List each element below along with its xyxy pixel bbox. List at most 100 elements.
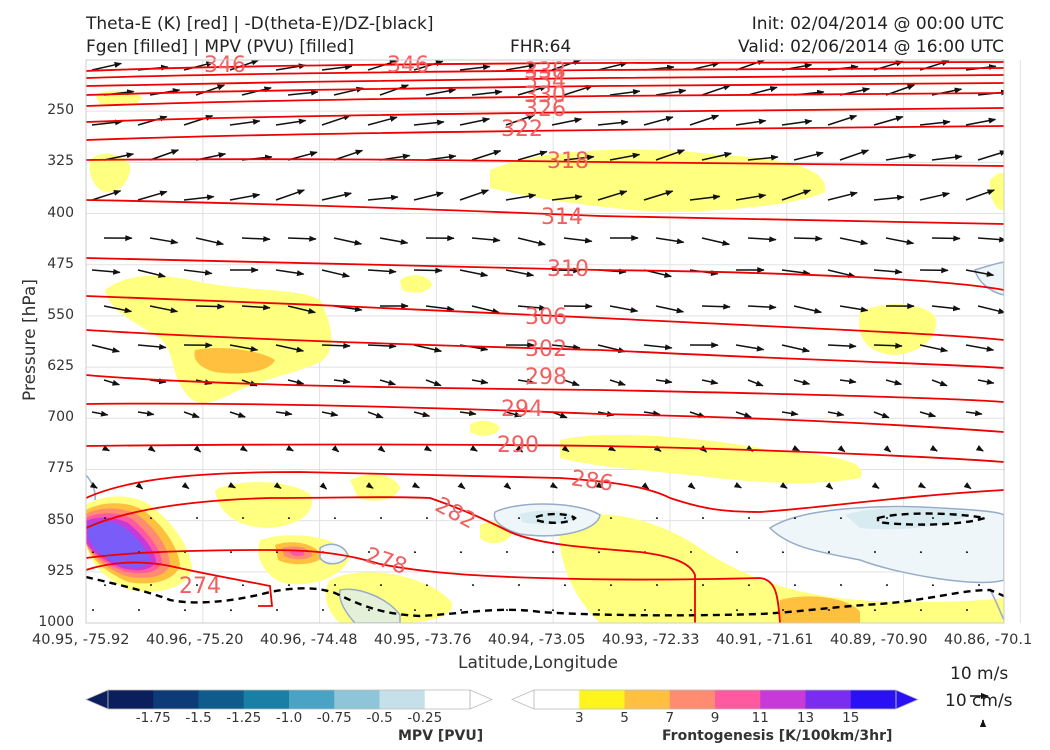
wind-vector [885,153,917,161]
fgen-fill [215,482,312,528]
colorbar-tick-label: 9 [710,710,720,726]
theta-e-contour-line [86,199,1004,225]
colorbar-segment [243,690,290,709]
mpv-fill [974,261,1004,296]
wind-vector [609,379,626,386]
theta-e-contour-line [86,61,1004,72]
colorbar-extend-right [895,689,920,710]
theta-e-contour-line [86,82,1004,96]
wind-vector [917,481,926,489]
wind-vector [333,237,363,246]
colorbar-frame [107,689,471,710]
colorbar-extend-left [84,689,109,710]
mpv-fill [989,589,1004,621]
title-left-line1: Theta-E (K) [red] | -D(theta-E)/DZ-[blac… [86,14,434,34]
wind-vector [701,303,731,310]
wind-vector [91,268,121,275]
wind-vector [779,482,788,489]
theta-e-contour-line [86,74,1004,87]
wind-vector [505,63,537,71]
wind-vector [137,410,155,417]
wind-vector [643,115,674,126]
wind-vector [183,114,214,126]
theta-e-contour-label: 330 [524,83,566,108]
wind-vector [91,190,122,201]
wind-vector [551,194,583,201]
wind-vector [873,342,903,349]
wind-vector [321,410,339,417]
wind-vector [183,61,214,71]
wind-vector [459,410,477,417]
wind-vector [137,343,167,350]
wind-vector [781,189,812,201]
theta-e-contour-label: 274 [179,574,221,599]
y-tick-label: 400 [47,204,74,221]
colorbar-tick-label: -1.25 [226,710,262,726]
wind-vector [733,481,742,489]
wind-vector [103,305,133,314]
wind-vector [505,114,535,126]
colorbar-segment [850,690,897,709]
fgen-fill [780,596,860,623]
wind-vector [471,378,489,385]
wind-vector [929,445,938,452]
wind-vector [781,344,811,353]
wind-vector [687,482,696,490]
theta-e-contour-label: 310 [547,257,589,282]
wind-vector [241,304,271,311]
wind-vector [379,379,397,386]
wind-vector [137,269,166,278]
wind-vector [149,149,179,161]
wind-vector [873,411,890,419]
wind-vector [977,378,995,385]
wind-vector [275,344,305,353]
fgen-fill [470,420,500,436]
wind-vector [89,482,98,489]
stability-contour [534,512,577,524]
wind-vector [333,149,364,161]
wind-vector [781,269,811,276]
wind-vector [607,444,616,452]
fgen-fill [490,149,826,212]
wind-vector [781,410,799,417]
wind-vector [563,154,595,161]
wind-vector [563,237,593,244]
wind-vector [137,115,168,126]
wind-vector [919,411,937,418]
wind-vector [229,344,259,352]
theta-e-contour-label: 322 [501,117,543,142]
wind-vector [919,344,949,353]
wind-vector [275,410,293,417]
wind-vector [793,151,824,161]
wind-vector [747,154,779,161]
theta-e-contour-line [86,402,1004,433]
wind-vector [367,194,399,201]
wind-vector [367,268,397,275]
theta-e-contour-line [86,374,1004,403]
wind-vector [365,482,374,489]
wind-vector [655,237,685,245]
wind-vector [643,410,661,417]
wind-vector [563,379,580,387]
wind-vector [965,344,995,352]
wind-vector [931,379,948,387]
wind-vector [181,482,190,490]
y-tick-label: 625 [47,358,74,375]
theta-e-contour-line [86,257,1004,291]
wind-vector [655,88,687,96]
wind-vector [515,445,524,453]
wind-vector [423,445,432,452]
fgen-fill [989,172,1004,211]
wind-vector [549,482,558,489]
wind-vector [965,269,995,277]
wind-vector [319,482,328,490]
colorbar-segment [534,690,580,709]
reference-vector-arrows [970,692,989,728]
wind-vector [551,267,581,274]
wind-vector [91,119,123,126]
wind-vector [655,378,673,385]
wind-vector [135,482,144,490]
stability-contour [876,512,986,526]
y-tick-label: 775 [47,460,74,477]
wind-vector [459,189,490,201]
